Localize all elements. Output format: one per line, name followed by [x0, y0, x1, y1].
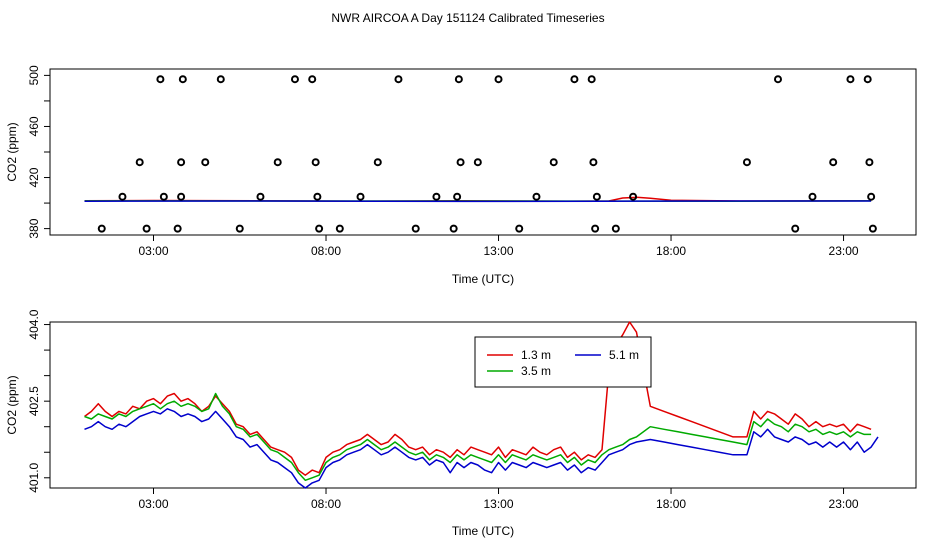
scatter-point: [863, 75, 872, 84]
scatter-point: [411, 224, 420, 233]
scatter-point: [394, 75, 403, 84]
series-line-5-1-m: [84, 408, 879, 489]
scatter-point: [611, 224, 620, 233]
scatter-point: [829, 158, 838, 167]
scatter-point: [515, 224, 524, 233]
legend-label-1-3m: 1.3 m: [521, 348, 551, 362]
panel-top-scatter: 03:00 08:00 13:00 18:00 23:00 380 420 460 500 T…: [5, 65, 917, 286]
scatter-point: [216, 75, 225, 84]
scatter-point: [373, 158, 382, 167]
scatter-point: [308, 75, 317, 84]
scatter-point: [494, 75, 503, 84]
scatter-point: [290, 75, 299, 84]
scatter-point: [142, 224, 151, 233]
scatter-point: [156, 75, 165, 84]
scatter-point: [201, 158, 210, 167]
scatter-point: [313, 192, 322, 201]
legend-label-3-5m: 3.5 m: [521, 364, 551, 378]
scatter-point: [456, 158, 465, 167]
series-line-3-5-m: [84, 392, 872, 482]
scatter-point: [846, 75, 855, 84]
x-tick-label: 23:00: [829, 244, 859, 258]
legend-label-5-1m: 5.1 m: [609, 348, 639, 362]
scatter-point: [532, 192, 541, 201]
y-tick-label: 401.0: [27, 462, 41, 492]
scatter-point: [178, 75, 187, 84]
scatter-point: [808, 192, 817, 201]
scatter-point: [315, 224, 324, 233]
scatter-point: [473, 158, 482, 167]
y-tick-label: 402.5: [27, 386, 41, 416]
scatter-point: [173, 224, 182, 233]
scatter-point: [159, 192, 168, 201]
scatter-point: [868, 224, 877, 233]
scatter-point: [356, 192, 365, 201]
series-lines-top: [84, 196, 872, 203]
y-axis-label-top: CO2 (ppm): [5, 122, 19, 181]
scatter-point: [591, 224, 600, 233]
x-tick-label: 18:00: [656, 497, 686, 511]
x-tick-label: 23:00: [829, 497, 859, 511]
scatter-point: [791, 224, 800, 233]
scatter-point: [773, 75, 782, 84]
y-tick-label: 460: [27, 116, 41, 136]
x-axis-label-bottom: Time (UTC): [452, 524, 514, 538]
panel-bottom-lines: 03:00 08:00 13:00 18:00 23:00 401.0 402.5 404.…: [5, 309, 917, 538]
scatter-point: [135, 158, 144, 167]
y-axis-top: 380 420 460 500: [27, 65, 50, 239]
series-line-1-3-m: [84, 321, 872, 476]
series-lines-bottom: [84, 321, 879, 489]
scatter-point: [432, 192, 441, 201]
scatter-point: [589, 158, 598, 167]
x-tick-label: 08:00: [311, 497, 341, 511]
x-tick-label: 18:00: [656, 244, 686, 258]
scatter-point: [449, 224, 458, 233]
x-tick-label: 13:00: [484, 497, 514, 511]
scatter-point: [311, 158, 320, 167]
x-axis-top: 03:00 08:00 13:00 18:00 23:00: [138, 235, 859, 258]
x-tick-label: 03:00: [138, 497, 168, 511]
plot-frame-top: [49, 68, 917, 236]
scatter-point: [256, 192, 265, 201]
scatter-point: [549, 158, 558, 167]
plot-frame-bottom: [49, 321, 917, 489]
scatter-point: [629, 192, 638, 201]
x-axis-label-top: Time (UTC): [452, 272, 514, 286]
scatter-point: [273, 158, 282, 167]
scatter-point: [118, 192, 127, 201]
scatter-point: [592, 192, 601, 201]
scatter-point: [867, 192, 876, 201]
legend-box: [474, 336, 652, 388]
scatter-point: [335, 224, 344, 233]
y-tick-label: 404.0: [27, 309, 41, 339]
y-tick-label: 380: [27, 218, 41, 238]
legend: 1.3 m 5.1 m 3.5 m: [474, 336, 652, 388]
x-tick-label: 13:00: [484, 244, 514, 258]
scatter-point: [865, 158, 874, 167]
scatter-point: [235, 224, 244, 233]
scatter-point: [454, 75, 463, 84]
scatter-point: [570, 75, 579, 84]
scatter-point: [177, 158, 186, 167]
figure-title: NWR AIRCOA A Day 151124 Calibrated Times…: [331, 11, 604, 25]
x-tick-label: 03:00: [138, 244, 168, 258]
y-axis-label-bottom: CO2 (ppm): [5, 375, 19, 434]
y-tick-label: 420: [27, 167, 41, 187]
scatter-point: [97, 224, 106, 233]
scatter-point: [177, 192, 186, 201]
x-axis-bottom: 03:00 08:00 13:00 18:00 23:00: [138, 488, 859, 511]
y-axis-bottom: 401.0 402.5 404.0: [27, 309, 50, 493]
scatter-point: [453, 192, 462, 201]
y-tick-label: 500: [27, 65, 41, 85]
scatter-points-top: [97, 75, 877, 233]
scatter-point: [587, 75, 596, 84]
scatter-point: [742, 158, 751, 167]
x-tick-label: 08:00: [311, 244, 341, 258]
